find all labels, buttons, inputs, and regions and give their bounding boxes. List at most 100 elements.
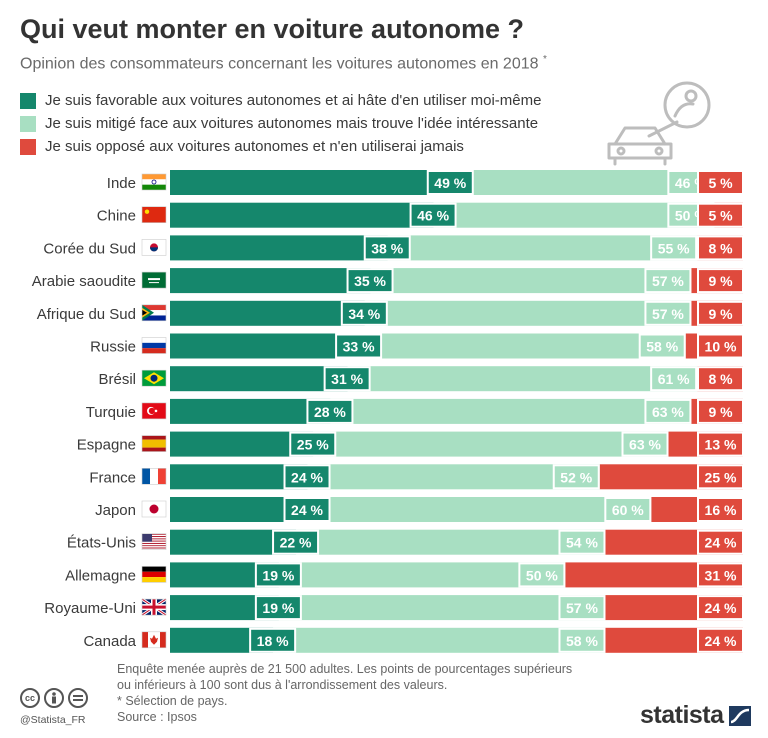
statista-logo[interactable]: statista <box>640 701 751 730</box>
label-favorable-4: 34 % <box>348 306 380 322</box>
category-label-1: Chine <box>97 208 136 225</box>
twitter-handle[interactable]: @Statista_FR <box>20 714 86 726</box>
label-mitige-5-badge <box>638 333 686 359</box>
label-favorable-3-badge <box>346 268 394 294</box>
label-mitige-2: 55 % <box>658 240 690 256</box>
russia-flag-icon <box>141 337 167 354</box>
label-mitige-8-badge <box>621 431 669 457</box>
label-oppose-10-badge <box>697 497 744 522</box>
label-mitige-14-badge <box>558 627 606 653</box>
label-favorable-12-badge <box>254 562 302 588</box>
france-flag-icon <box>141 467 167 485</box>
india-flag-icon <box>141 173 167 191</box>
label-oppose-3: 9 % <box>708 273 733 289</box>
label-mitige-9-badge <box>552 464 600 490</box>
label-mitige-9: 52 % <box>560 469 592 485</box>
label-oppose-9: 25 % <box>705 469 737 485</box>
label-favorable-2: 38 % <box>371 240 403 256</box>
label-oppose-2-badge <box>697 235 744 261</box>
statista-wordmark: statista <box>640 701 724 729</box>
label-oppose-4: 9 % <box>708 306 733 322</box>
bar-mitige-4 <box>364 300 692 326</box>
label-oppose-6: 8 % <box>708 371 733 387</box>
creative-commons-icon: cc <box>20 688 40 708</box>
label-mitige-3-badge <box>644 268 692 294</box>
footnote-source: Source : Ipsos <box>117 710 197 724</box>
label-mitige-11: 54 % <box>566 535 598 551</box>
south-korea-flag-icon <box>141 239 167 256</box>
label-mitige-6: 61 % <box>658 371 690 387</box>
japan-flag-icon <box>141 500 167 518</box>
bar-favorable-4 <box>170 300 365 326</box>
category-label-8: Espagne <box>77 437 136 454</box>
category-label-9: France <box>89 469 136 486</box>
label-oppose-7-badge <box>697 398 744 424</box>
category-label-7: Turquie <box>86 404 136 421</box>
label-oppose-9-badge <box>697 464 744 490</box>
statista-logo-icon <box>728 705 751 726</box>
label-mitige-6-badge <box>650 366 698 392</box>
label-favorable-14-badge <box>249 627 297 653</box>
spain-flag-icon <box>141 435 167 452</box>
legend-swatch-oppose <box>20 138 36 155</box>
bar-mitige-7 <box>330 398 692 424</box>
label-favorable-10-badge <box>283 497 331 522</box>
brazil-flag-icon <box>141 369 167 387</box>
label-mitige-7: 63 % <box>652 404 684 420</box>
category-label-3: Arabie saoudite <box>32 273 136 290</box>
label-favorable-13: 19 % <box>262 600 294 616</box>
attribution-icon <box>44 688 64 708</box>
label-favorable-6: 31 % <box>331 371 363 387</box>
bar-mitige-14 <box>273 627 606 653</box>
label-favorable-0-badge <box>426 170 474 195</box>
bar-favorable-5 <box>170 333 360 359</box>
bar-mitige-8 <box>313 431 669 457</box>
label-mitige-14: 58 % <box>566 633 598 649</box>
footnote-line-1: Enquête menée auprès de 21 500 adultes. … <box>117 662 573 676</box>
label-oppose-14: 24 % <box>705 633 737 649</box>
bar-mitige-5 <box>359 333 686 359</box>
label-favorable-9-badge <box>283 464 331 490</box>
label-mitige-4-badge <box>644 300 692 326</box>
bar-mitige-9 <box>307 464 600 490</box>
bar-mitige-3 <box>370 268 692 294</box>
label-oppose-12-badge <box>697 562 744 588</box>
label-mitige-7-badge <box>644 398 692 424</box>
label-favorable-2-badge <box>363 235 411 261</box>
label-favorable-5: 33 % <box>343 339 375 355</box>
label-favorable-0: 49 % <box>434 175 466 191</box>
bar-favorable-2 <box>170 235 388 261</box>
category-label-6: Brésil <box>98 371 136 388</box>
bar-mitige-12 <box>278 562 566 588</box>
label-oppose-0: 5 % <box>708 175 733 191</box>
category-label-10: Japon <box>95 502 136 519</box>
label-oppose-1: 5 % <box>708 208 733 224</box>
label-mitige-10: 60 % <box>612 502 644 518</box>
category-label-14: Canada <box>83 633 136 650</box>
chart-subtitle: Opinion des consommateurs concernant les… <box>20 54 547 73</box>
label-oppose-2: 8 % <box>708 240 733 256</box>
stacked-bar-chart: Inde 49 % 46 % 5 %Chine 46 % 50 % 5 %Corée du … <box>32 170 744 653</box>
no-derivatives-icon <box>68 688 88 708</box>
label-favorable-11-badge <box>272 529 320 555</box>
turkey-flag-icon <box>141 402 167 420</box>
category-label-0: Inde <box>107 175 136 192</box>
chart-footnote: Enquête menée auprès de 21 500 adultes. … <box>117 661 572 725</box>
license-icons: cc <box>20 688 92 708</box>
category-label-4: Afrique du Sud <box>37 306 136 323</box>
label-favorable-14: 18 % <box>257 633 289 649</box>
legend-label-mitige: Je suis mitigé face aux voitures autonom… <box>45 115 539 132</box>
label-oppose-11: 24 % <box>705 535 737 551</box>
bar-mitige-6 <box>347 366 698 392</box>
bar-mitige-11 <box>296 529 606 555</box>
chart-legend: Je suis favorable aux voitures autonomes… <box>20 89 541 158</box>
bar-favorable-3 <box>170 268 371 294</box>
footnote-line-2: ou inférieurs à 100 sont dus à l'arrondi… <box>117 678 448 692</box>
label-favorable-1-badge <box>409 202 457 228</box>
category-label-5: Russie <box>90 339 136 356</box>
label-mitige-10-badge <box>604 497 652 522</box>
label-mitige-12: 50 % <box>526 567 558 583</box>
subtitle-asterisk: * <box>542 54 547 65</box>
uk-flag-icon <box>141 597 167 617</box>
label-favorable-1: 46 % <box>417 208 449 224</box>
